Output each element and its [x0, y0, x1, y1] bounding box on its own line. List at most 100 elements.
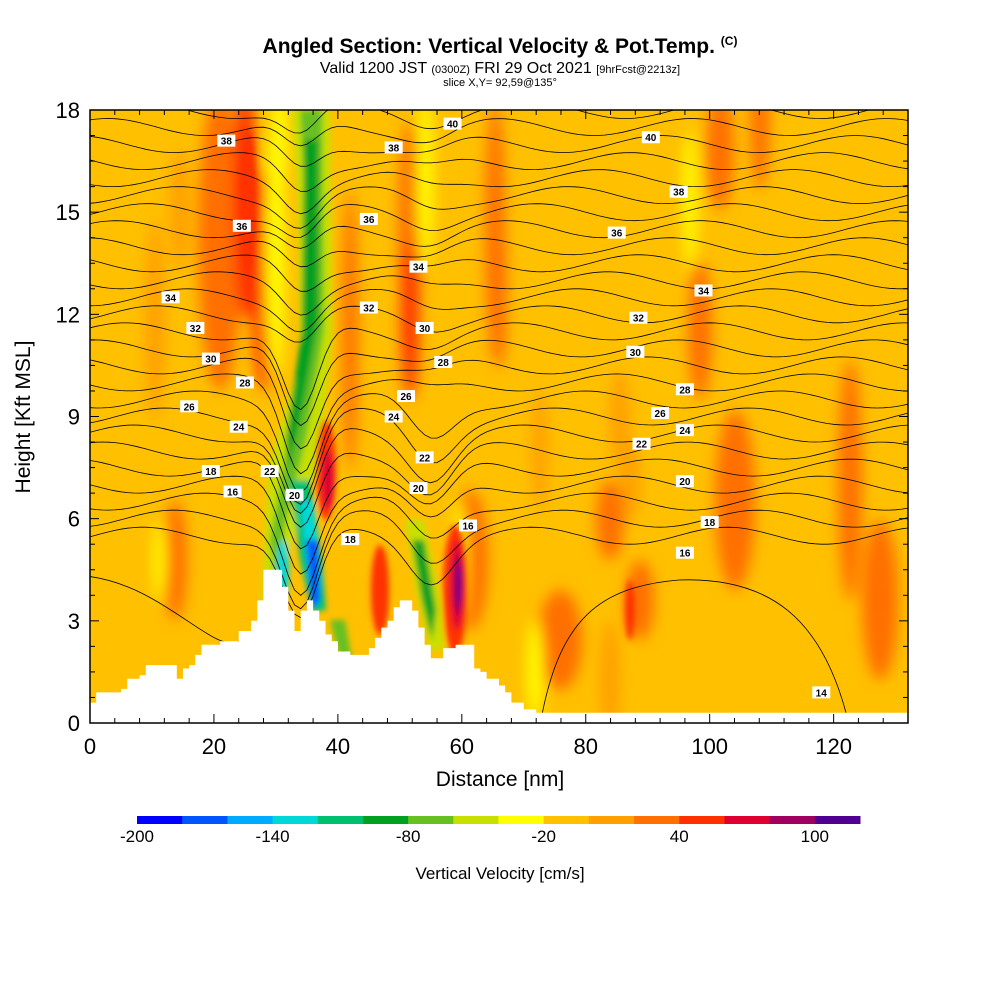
colorbar-swatch — [679, 816, 725, 824]
contour-label-text: 20 — [679, 477, 691, 488]
contour-label: 38 — [217, 134, 236, 148]
colorbar-swatch — [272, 816, 319, 824]
colorbar — [137, 816, 861, 824]
contour-label-text: 40 — [447, 120, 459, 131]
theta-contour — [90, 288, 908, 333]
theta-contour — [90, 152, 908, 192]
contour-label-bg — [235, 376, 254, 389]
contour-label-text: 26 — [655, 409, 667, 420]
contour-label-text: 20 — [413, 484, 425, 495]
contour-label-bg — [626, 345, 645, 358]
contour-label: 16 — [223, 485, 242, 498]
contour-label-bg — [675, 475, 694, 488]
contour-label: 16 — [459, 519, 478, 532]
colorbar-swatch — [317, 816, 364, 824]
x-tick-label: 100 — [691, 734, 728, 759]
colorbar-tick-label: 40 — [669, 827, 689, 846]
contour-label-bg — [415, 321, 434, 334]
contour-label: 34 — [409, 260, 428, 274]
contour-label: 38 — [669, 185, 688, 199]
theta-contour — [90, 526, 908, 619]
contour-label-bg — [607, 226, 626, 239]
contour-label-text: 28 — [438, 358, 450, 369]
contour-label: 16 — [675, 546, 694, 560]
forecast-info: [9hrFcst@2213z] — [596, 64, 681, 76]
x-tick-label: 40 — [326, 734, 350, 759]
contour-label-text: 20 — [289, 491, 301, 502]
contour-label-bg — [229, 420, 248, 433]
contour-label: 36 — [359, 212, 378, 226]
contour-label-bg — [201, 464, 220, 477]
contour-label-text: 22 — [419, 453, 431, 464]
theta-contour — [90, 169, 908, 215]
theta-contour — [541, 579, 847, 713]
theta-contour — [90, 237, 908, 268]
contour-label: 40 — [641, 131, 660, 144]
contour-label-text: 22 — [264, 467, 276, 478]
contour-label: 24 — [675, 424, 694, 437]
contour-label: 14 — [812, 686, 831, 699]
contour-label: 22 — [415, 451, 434, 464]
contour-label-text: 32 — [633, 314, 645, 325]
colorbar-swatch — [634, 816, 680, 824]
contour-label: 40 — [443, 117, 462, 131]
contour-label-bg — [180, 400, 199, 413]
contour-label: 20 — [285, 488, 304, 502]
contour-label-bg — [384, 410, 403, 423]
contour-label: 26 — [651, 407, 670, 420]
contour-label: 30 — [415, 321, 434, 335]
contour-label-bg — [201, 352, 220, 365]
contour-label-text: 14 — [816, 688, 828, 699]
theta-contour — [90, 203, 908, 238]
theta-contour — [90, 407, 908, 505]
colorbar-title: Vertical Velocity [cm/s] — [415, 864, 585, 883]
contour-label: 38 — [384, 141, 403, 154]
colorbar-swatch — [453, 816, 499, 824]
theta-contour — [90, 186, 908, 229]
contour-label-bg — [415, 451, 434, 464]
contour-label-bg — [700, 516, 719, 529]
contour-label-text: 32 — [190, 324, 202, 335]
valid-time: Valid 1200 JST (0300Z) FRI 29 Oct 2021 [… — [0, 60, 1000, 78]
contour-label-text: 24 — [679, 426, 691, 437]
contour-label: 32 — [359, 301, 378, 315]
contour-label-text: 22 — [636, 440, 648, 451]
contour-label: 32 — [186, 321, 205, 335]
contour-label-bg — [651, 407, 670, 420]
x-axis-label: Distance [nm] — [435, 768, 565, 791]
theta-contour — [90, 339, 908, 427]
chart-title: Angled Section: Vertical Velocity & Pot.… — [0, 34, 1000, 59]
theta-contour — [90, 271, 908, 316]
contour-label: 28 — [434, 356, 453, 369]
theta-contour — [90, 458, 908, 550]
contour-label: 20 — [675, 475, 694, 488]
contour-label: 30 — [626, 345, 645, 359]
contour-label-text: 28 — [679, 385, 691, 396]
contour-label-bg — [629, 311, 648, 324]
colorbar-swatch — [182, 816, 228, 824]
x-tick-label: 80 — [574, 734, 598, 759]
contour-label-bg — [217, 134, 236, 147]
theta-contour — [90, 118, 908, 147]
contour-label-text: 18 — [205, 467, 217, 478]
contour-label: 22 — [632, 437, 651, 451]
contour-label-text: 26 — [400, 392, 412, 403]
contour-label-bg — [694, 284, 713, 297]
contour-label: 24 — [384, 410, 403, 424]
y-tick-label: 3 — [68, 609, 80, 634]
theta-contour — [90, 220, 908, 249]
contour-label: 28 — [675, 383, 694, 396]
contour-label-bg — [161, 291, 180, 304]
contour-label-bg — [397, 390, 416, 403]
valid-prefix: Valid 1200 JST — [319, 60, 427, 77]
colorbar-swatch — [362, 816, 409, 824]
colorbar-swatch — [408, 816, 454, 824]
contour-label-text: 18 — [704, 518, 716, 529]
chart-title-text: Angled Section: Vertical Velocity & Pot.… — [262, 35, 715, 58]
contour-label-bg — [641, 131, 660, 144]
contour-label-text: 34 — [413, 263, 425, 274]
colorbar-tick-label: -200 — [119, 827, 155, 846]
colorbar-tick-label: -140 — [255, 827, 290, 846]
